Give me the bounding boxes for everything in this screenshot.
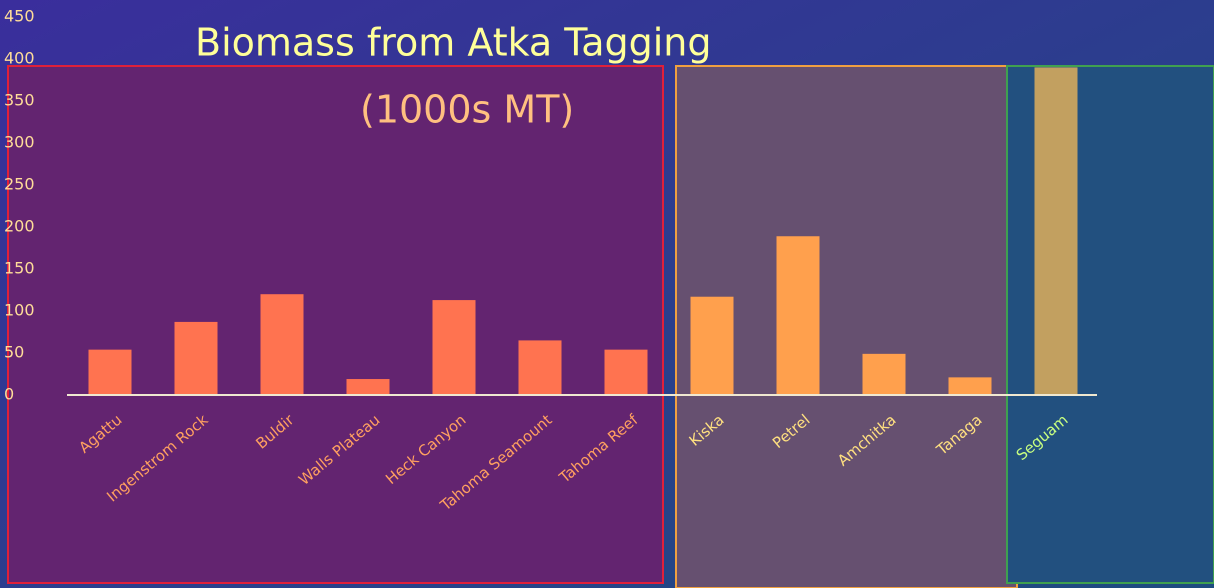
bar [432, 300, 476, 395]
y-tick-label: 200 [4, 217, 35, 236]
bar [948, 377, 992, 395]
bar [690, 296, 734, 395]
y-tick-label: 300 [4, 133, 35, 152]
bar [88, 349, 132, 395]
y-tick-label: 50 [4, 343, 24, 362]
bar [174, 321, 218, 395]
chart-subtitle: (1000s MT) [360, 88, 574, 132]
group-box [7, 65, 664, 584]
bar [260, 294, 304, 395]
y-tick-label: 450 [4, 7, 35, 26]
y-tick-label: 0 [4, 385, 14, 404]
bar [1034, 67, 1078, 396]
bar [346, 379, 390, 395]
y-tick-label: 100 [4, 301, 35, 320]
y-tick-label: 400 [4, 49, 35, 68]
bar [862, 353, 906, 395]
y-tick-label: 150 [4, 259, 35, 278]
y-tick-label: 350 [4, 91, 35, 110]
bar [604, 349, 648, 395]
bar [776, 236, 820, 395]
bar [518, 340, 562, 395]
chart-title: Biomass from Atka Tagging [195, 21, 712, 65]
y-tick-label: 250 [4, 175, 35, 194]
